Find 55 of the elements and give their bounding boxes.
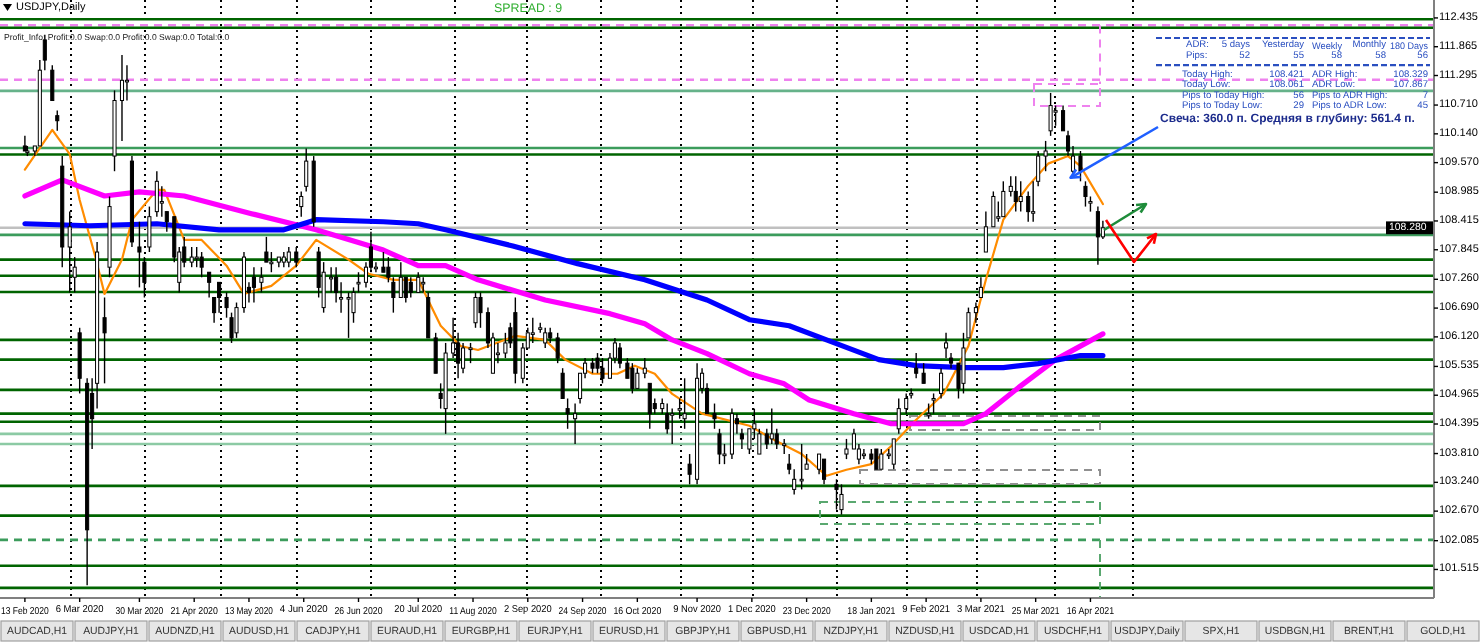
candlestick bbox=[914, 352, 919, 379]
candlestick bbox=[189, 246, 194, 268]
candlestick bbox=[1001, 180, 1006, 218]
candlestick bbox=[55, 109, 60, 132]
candlestick bbox=[931, 392, 936, 415]
candlestick bbox=[408, 276, 413, 299]
candlestick bbox=[543, 327, 548, 349]
candlestick bbox=[1078, 150, 1083, 183]
candlestick bbox=[207, 271, 212, 299]
candlestick bbox=[468, 342, 473, 364]
candlestick bbox=[356, 271, 361, 294]
candlestick bbox=[822, 458, 827, 486]
candlestick bbox=[1013, 175, 1018, 213]
candlestick bbox=[398, 261, 403, 299]
candlestick bbox=[381, 251, 386, 273]
candlestick bbox=[473, 291, 478, 329]
candlestick bbox=[77, 327, 82, 395]
candlestick bbox=[635, 367, 640, 390]
candlestick bbox=[251, 266, 256, 304]
candlestick bbox=[874, 448, 879, 470]
candlestick bbox=[403, 276, 408, 304]
candlestick bbox=[861, 448, 866, 460]
candlestick bbox=[799, 443, 804, 491]
candlestick bbox=[1095, 205, 1100, 266]
candlestick bbox=[896, 397, 901, 435]
candlestick bbox=[1083, 180, 1088, 208]
candlestick bbox=[717, 428, 722, 465]
candlestick bbox=[555, 332, 560, 364]
candlestick bbox=[630, 362, 635, 395]
candlestick bbox=[42, 34, 47, 71]
candlestick bbox=[729, 407, 734, 460]
candlestick bbox=[921, 362, 926, 385]
candlestick bbox=[817, 453, 822, 475]
candlestick bbox=[530, 316, 535, 344]
candlestick bbox=[573, 402, 578, 445]
candlestick bbox=[939, 367, 944, 400]
candlestick bbox=[416, 271, 421, 294]
candlestick bbox=[1061, 104, 1066, 132]
line-series bbox=[23, 128, 1104, 477]
candlestick bbox=[879, 448, 884, 470]
candlestick bbox=[346, 291, 351, 339]
candlestick bbox=[891, 438, 896, 470]
candlestick bbox=[269, 251, 274, 273]
candlestick bbox=[199, 251, 204, 278]
candlestick bbox=[1018, 180, 1023, 213]
candlestick bbox=[154, 170, 159, 218]
candlestick bbox=[194, 246, 199, 268]
candlestick bbox=[50, 64, 55, 102]
candlestick bbox=[286, 246, 291, 268]
candlestick bbox=[259, 266, 264, 294]
candlestick bbox=[647, 382, 652, 430]
candlestick bbox=[670, 407, 675, 445]
candlestick bbox=[769, 407, 774, 445]
line-series bbox=[22, 177, 1106, 427]
candlestick bbox=[844, 438, 849, 460]
